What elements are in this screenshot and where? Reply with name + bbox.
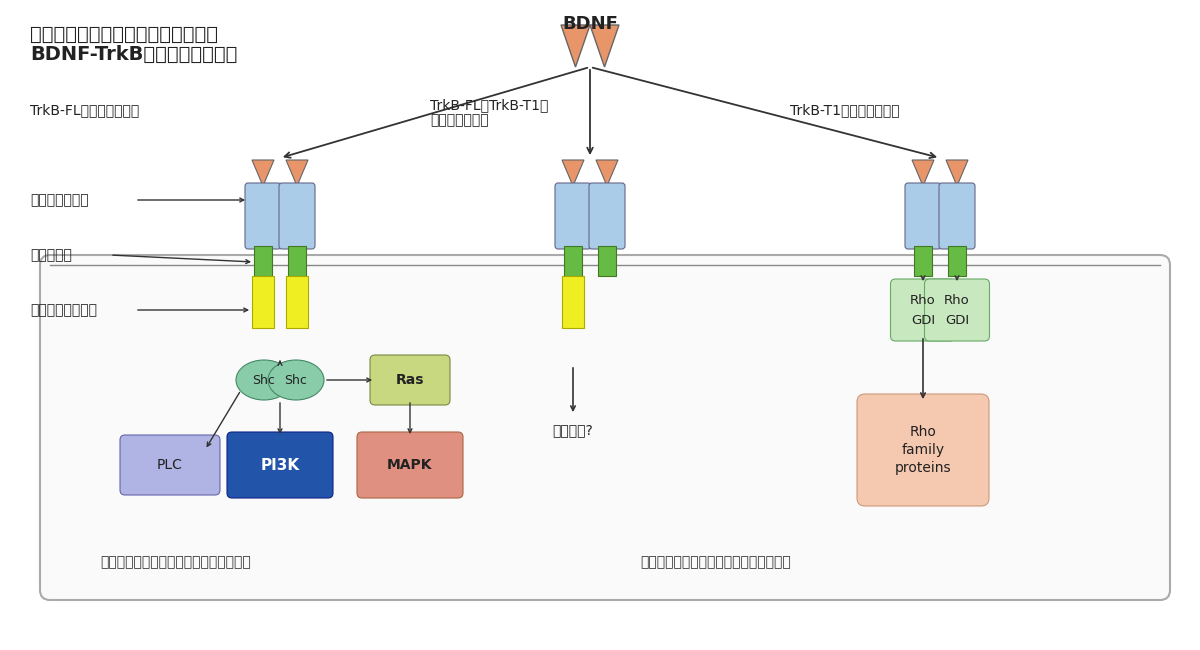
Text: Rho: Rho <box>944 294 970 307</box>
Text: リン酸化酵素部位: リン酸化酵素部位 <box>30 303 97 317</box>
FancyBboxPatch shape <box>857 394 989 506</box>
Polygon shape <box>946 160 968 186</box>
Text: Ras: Ras <box>396 373 425 387</box>
Text: TrkB-FLとTrkB-T1の: TrkB-FLとTrkB-T1の <box>430 98 548 112</box>
Ellipse shape <box>236 360 292 400</box>
FancyBboxPatch shape <box>562 276 584 328</box>
FancyBboxPatch shape <box>924 279 990 341</box>
Text: 形態変化、カルシウムイオンの動態変化: 形態変化、カルシウムイオンの動態変化 <box>640 555 791 569</box>
Text: Rho: Rho <box>910 425 936 439</box>
Text: Shc: Shc <box>284 374 307 387</box>
Text: Rho: Rho <box>910 294 936 307</box>
FancyBboxPatch shape <box>227 432 334 498</box>
FancyBboxPatch shape <box>278 183 314 249</box>
Text: 細胞の生存、突起伸長、シナプス可塑性: 細胞の生存、突起伸長、シナプス可塑性 <box>100 555 251 569</box>
Text: proteins: proteins <box>895 461 952 475</box>
FancyBboxPatch shape <box>948 246 966 276</box>
FancyBboxPatch shape <box>940 183 974 249</box>
Polygon shape <box>596 160 618 186</box>
FancyBboxPatch shape <box>589 183 625 249</box>
Text: 情報伝達?: 情報伝達? <box>553 423 593 437</box>
Polygon shape <box>252 160 274 186</box>
FancyBboxPatch shape <box>890 279 955 341</box>
Text: 膜貫通部位: 膜貫通部位 <box>30 248 72 262</box>
FancyBboxPatch shape <box>598 246 616 276</box>
Text: TrkB-FLのホモダイマー: TrkB-FLのホモダイマー <box>30 103 139 117</box>
Text: MAPK: MAPK <box>388 458 433 472</box>
Text: 細胞外ドメイン: 細胞外ドメイン <box>30 193 89 207</box>
FancyBboxPatch shape <box>245 183 281 249</box>
Polygon shape <box>286 160 308 186</box>
FancyBboxPatch shape <box>914 246 932 276</box>
Text: BDNF-TrkBサブタイプの機能: BDNF-TrkBサブタイプの機能 <box>30 45 238 64</box>
FancyBboxPatch shape <box>120 435 220 495</box>
Text: Shc: Shc <box>252 374 276 387</box>
Text: ヘテロダイマー: ヘテロダイマー <box>430 113 488 127</box>
FancyBboxPatch shape <box>252 276 274 328</box>
Text: PI3K: PI3K <box>260 458 300 473</box>
Polygon shape <box>590 25 619 67</box>
FancyBboxPatch shape <box>564 246 582 276</box>
FancyBboxPatch shape <box>358 432 463 498</box>
FancyBboxPatch shape <box>40 255 1170 600</box>
Text: family: family <box>901 443 944 457</box>
FancyBboxPatch shape <box>370 355 450 405</box>
Text: TrkB-T1のホモダイマー: TrkB-T1のホモダイマー <box>790 103 900 117</box>
FancyBboxPatch shape <box>286 276 308 328</box>
FancyBboxPatch shape <box>254 246 272 276</box>
FancyBboxPatch shape <box>905 183 941 249</box>
Text: PLC: PLC <box>157 458 182 472</box>
Text: GDI: GDI <box>911 313 935 326</box>
Polygon shape <box>912 160 934 186</box>
Polygon shape <box>562 25 590 67</box>
Text: マウス大脳皮質の神経細胞における: マウス大脳皮質の神経細胞における <box>30 25 218 44</box>
Text: BDNF: BDNF <box>562 15 618 33</box>
Polygon shape <box>562 160 584 186</box>
FancyBboxPatch shape <box>554 183 592 249</box>
Ellipse shape <box>268 360 324 400</box>
Text: GDI: GDI <box>944 313 970 326</box>
FancyBboxPatch shape <box>288 246 306 276</box>
